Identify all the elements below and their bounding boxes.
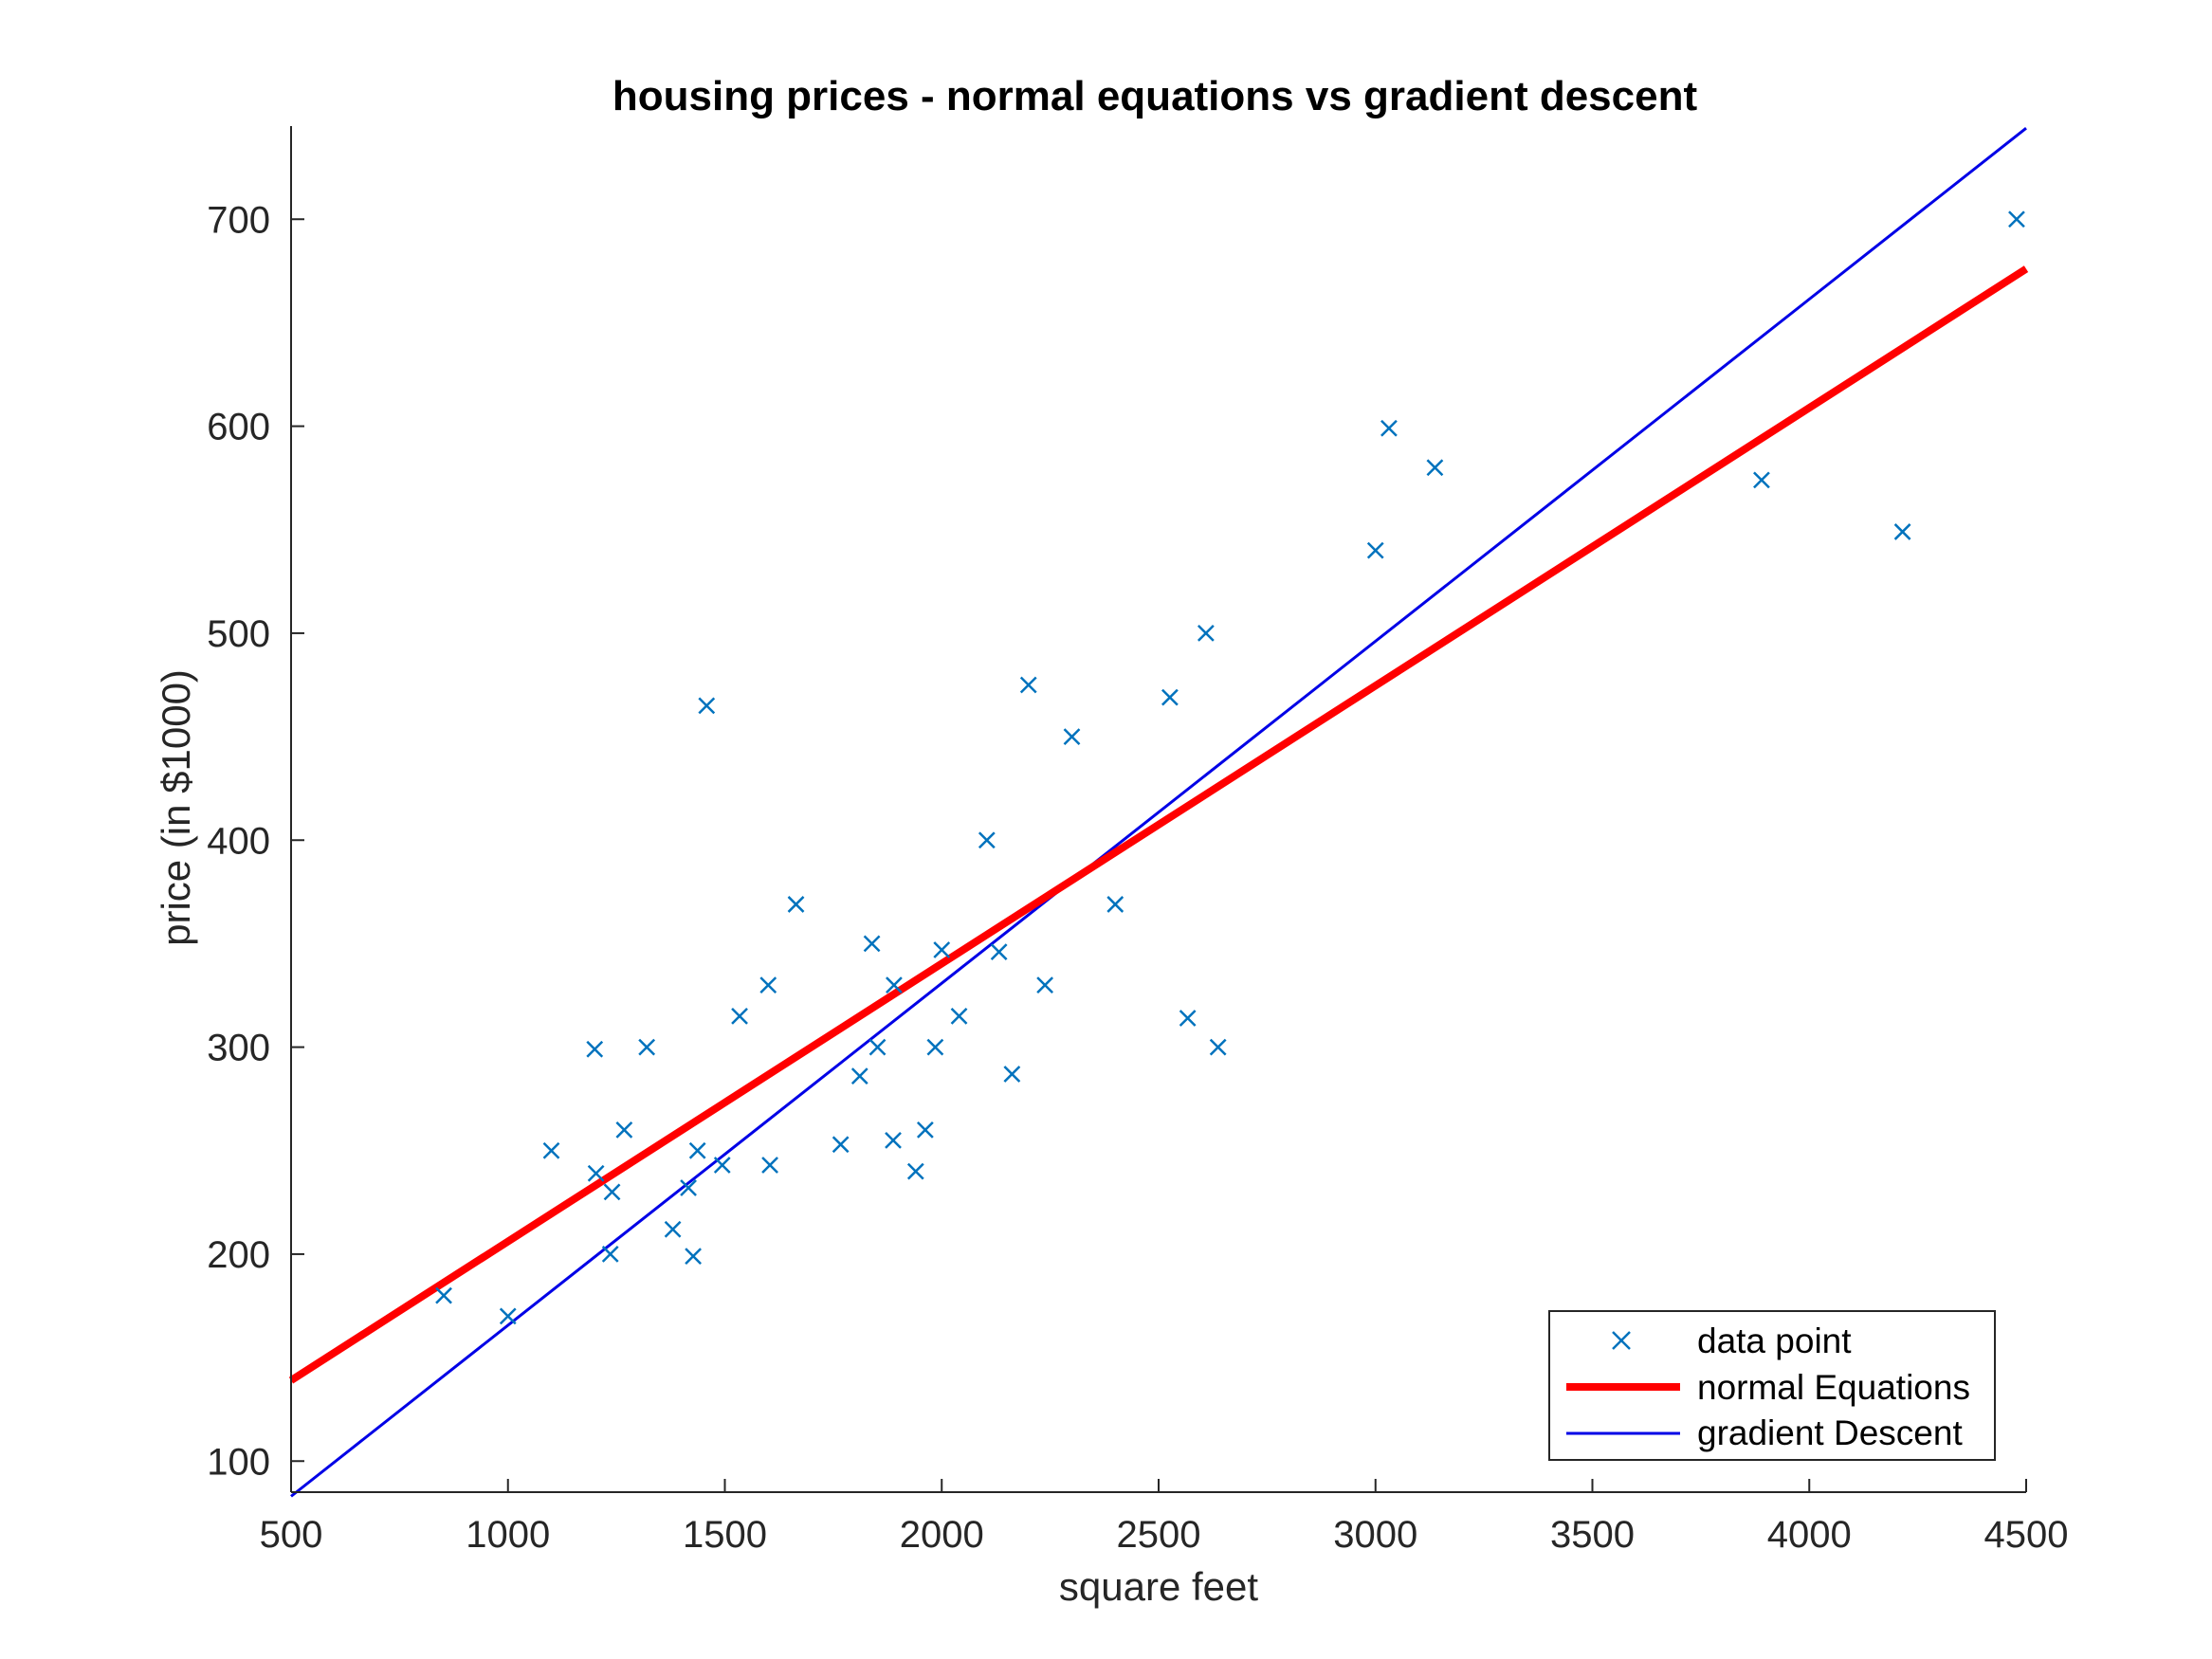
data-point-marker (1063, 728, 1081, 745)
y-tick-label: 700 (207, 199, 270, 241)
data-point-marker (906, 1162, 924, 1180)
data-point-marker (832, 1136, 850, 1154)
data-point-marker (680, 1179, 697, 1196)
y-axis-title: price (in $1000) (154, 669, 198, 946)
x-tick-label: 4500 (1984, 1514, 2069, 1556)
data-point-marker (731, 1007, 748, 1025)
data-point-marker (990, 943, 1008, 961)
data-point-marker (850, 1067, 868, 1085)
x-tick-label: 500 (260, 1514, 323, 1556)
y-tick-label: 200 (207, 1234, 270, 1276)
legend-label-gradient-descent: gradient Descent (1697, 1413, 1963, 1452)
data-point-marker (1106, 896, 1124, 913)
data-point-marker (587, 1164, 605, 1182)
data-point-marker (926, 1038, 944, 1056)
data-point-marker (761, 1157, 778, 1174)
series-line-gradient-descent (290, 127, 2027, 1498)
data-point-marker (698, 697, 716, 715)
y-tick-label: 100 (207, 1441, 270, 1483)
data-point-marker (916, 1121, 934, 1139)
data-point-marker (2008, 210, 2025, 228)
data-point-marker (638, 1038, 656, 1056)
y-tick-label: 300 (207, 1028, 270, 1069)
plot-series-layer (288, 127, 2029, 1498)
y-tick-label: 400 (207, 820, 270, 862)
data-point-marker (950, 1007, 968, 1025)
data-point-marker (1893, 523, 1911, 540)
x-ticks: 500 1000 1500 2000 2500 3000 3500 4000 4500 (260, 1479, 2069, 1556)
data-point-marker (933, 941, 951, 958)
data-point-marker (586, 1040, 604, 1058)
data-point-marker (435, 1286, 452, 1304)
x-tick-label: 1500 (683, 1514, 767, 1556)
x-tick-label: 1000 (466, 1514, 550, 1556)
x-tick-label: 4000 (1767, 1514, 1852, 1556)
data-point-marker (713, 1157, 731, 1174)
x-tick-label: 2000 (900, 1514, 984, 1556)
data-point-marker (868, 1038, 887, 1056)
data-point-marker (499, 1307, 517, 1325)
data-point-marker (615, 1121, 633, 1139)
legend-marker-data-point (1612, 1331, 1631, 1350)
x-axis-title: square feet (1059, 1564, 1258, 1609)
data-point-marker (1161, 688, 1179, 706)
data-point-marker (1197, 625, 1215, 642)
data-point-marker (1003, 1066, 1021, 1083)
legend-label-normal-equations: normal Equations (1697, 1368, 1970, 1407)
x-tick-label: 2500 (1117, 1514, 1201, 1556)
y-tick-label: 500 (207, 613, 270, 655)
y-ticks: 100 200 300 400 500 600 700 (207, 199, 304, 1483)
data-point-marker (1380, 419, 1398, 437)
data-point-marker (1019, 676, 1037, 694)
data-point-marker (863, 935, 881, 953)
data-point-marker (1179, 1010, 1197, 1027)
data-point-marker (603, 1183, 621, 1201)
data-point-marker (542, 1141, 560, 1159)
data-point-marker (787, 896, 805, 913)
data-point-marker (601, 1246, 619, 1263)
x-tick-label: 3000 (1333, 1514, 1417, 1556)
data-point-marker (1426, 459, 1444, 477)
data-point-marker (759, 976, 777, 994)
data-point-marker (1036, 976, 1054, 994)
data-point-marker (664, 1220, 682, 1238)
data-point-marker (886, 976, 903, 994)
legend: data point normal Equations gradient Des… (1548, 1310, 1996, 1461)
data-point-marker (688, 1141, 706, 1159)
data-point-marker (685, 1248, 702, 1265)
y-tick-label: 600 (207, 407, 270, 448)
series-line-normal-equations (288, 265, 2029, 1384)
x-tick-label: 3500 (1550, 1514, 1635, 1556)
data-point-marker (1366, 541, 1384, 559)
data-point-marker (1209, 1038, 1227, 1056)
chart-title: housing prices - normal equations vs gra… (612, 73, 1698, 119)
data-point-marker (885, 1131, 902, 1149)
data-point-marker (1753, 471, 1770, 489)
legend-label-data-point: data point (1697, 1322, 1852, 1360)
data-point-marker (978, 831, 996, 849)
